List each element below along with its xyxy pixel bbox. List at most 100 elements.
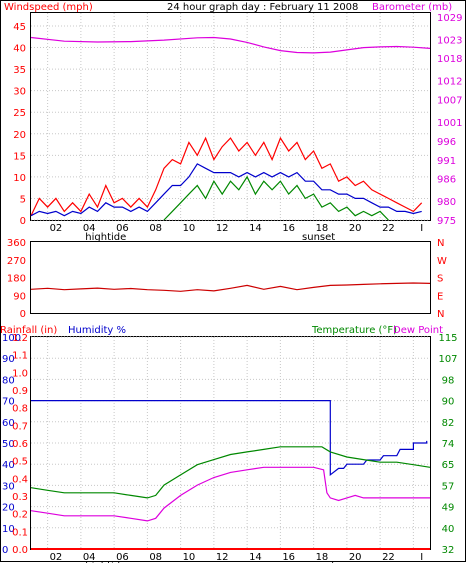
wind-panel-frame: [30, 12, 431, 221]
humidity-x-annotation: sunset: [302, 561, 335, 563]
barometer-tick-label: 996: [437, 137, 456, 148]
barometer-tick-label: 986: [437, 175, 456, 186]
temperature-axis-label: Temperature (°F): [311, 325, 397, 336]
grid-layer: [31, 13, 430, 550]
rainfall-tick-label: 0.4: [12, 474, 28, 485]
rainfall-axis-label: Rainfall (in): [0, 325, 57, 336]
temperature-tick-label: 57: [442, 481, 455, 492]
wind-tick-label: 20: [13, 130, 26, 141]
humidity-tick-label: 100: [2, 333, 21, 344]
compass-tick-label: N: [437, 238, 444, 249]
humidity-tick-label: 40: [2, 460, 15, 471]
temperature-tick-label: 40: [442, 524, 455, 535]
wind-tick-label: 25: [13, 108, 26, 119]
humidity-x-tick-label: 16: [282, 552, 295, 563]
barometer-tick-label: 975: [437, 216, 456, 227]
wind-series-line-blue: [30, 163, 422, 217]
wind-x-tick-label: I: [420, 223, 423, 234]
temperature-tick-label: 65: [442, 460, 455, 471]
rainfall-tick-label: 0.1: [12, 527, 28, 538]
compass-tick-label: S: [437, 274, 443, 285]
humidity-panel-series-blue: [31, 400, 428, 477]
wind-x-tick-label: 04: [83, 223, 96, 234]
humidity-tick-label: 0: [2, 545, 8, 556]
barometer-tick-label: 980: [437, 197, 456, 208]
humidity-tick-label: 90: [2, 354, 15, 365]
wind-tick-label: 10: [13, 173, 26, 184]
barometer-tick-label: 1012: [437, 77, 462, 88]
humidity-x-tick-label: 14: [249, 552, 262, 563]
direction-tick-label: 360: [7, 238, 26, 249]
wind-x-tick-label: 14: [249, 223, 262, 234]
wind-tick-label: 35: [13, 65, 26, 76]
humidity-panel-series-green: [30, 446, 431, 499]
humidity-x-tick-label: 06: [116, 552, 129, 563]
rainfall-tick-label: 0.5: [12, 457, 28, 468]
humidity-x-tick-label: 02: [50, 552, 63, 563]
rainfall-tick-label: 0.7: [12, 421, 28, 432]
series-layer: [30, 36, 431, 550]
barometer-axis-label: Barometer (mb): [372, 2, 452, 13]
direction-series-line: [30, 282, 431, 292]
direction-tick-label: 90: [13, 291, 26, 302]
wind-series-line-green: [163, 175, 389, 221]
barometer-tick-label: 1001: [437, 118, 462, 129]
barometer-tick-label: 1029: [437, 13, 462, 24]
wind-tick-label: 45: [13, 22, 26, 33]
direction-tick-label: 180: [7, 274, 26, 285]
barometer-tick-label: 1007: [437, 96, 462, 107]
wind-x-tick-label: 18: [316, 223, 329, 234]
humidity-x-tick-label: 08: [149, 552, 162, 563]
humidity-tick-label: 50: [2, 439, 15, 450]
rainfall-tick-label: 0.3: [12, 492, 28, 503]
barometer-tick-label: 991: [437, 156, 456, 167]
humidity-tick-label: 70: [2, 397, 15, 408]
compass-tick-label: E: [437, 291, 443, 302]
wind-x-annotation: hightide: [85, 232, 126, 243]
temperature-tick-label: 98: [442, 375, 455, 386]
humidity-x-tick-label: 10: [183, 552, 196, 563]
tick-label-layer: 0510152025303540459759809869919961001100…: [2, 13, 462, 563]
humidity-x-tick-label: 04: [83, 552, 96, 563]
humidity-tick-label: 60: [2, 418, 15, 429]
temperature-tick-label: 32: [442, 545, 455, 556]
humidity-tick-label: 30: [2, 481, 15, 492]
rainfall-tick-label: 0.0: [12, 545, 28, 556]
rainfall-tick-label: 0.2: [12, 510, 28, 521]
wind-x-tick-label: 10: [183, 223, 196, 234]
wind-x-tick-label: 22: [382, 223, 395, 234]
humidity-x-annotation: hightide: [85, 561, 126, 563]
humidity-x-tick-label: 22: [382, 552, 395, 563]
wind-tick-label: 5: [20, 194, 26, 205]
humidity-axis-label: Humidity %: [68, 325, 126, 336]
wind-series-line-red: [30, 136, 423, 216]
compass-tick-label: W: [437, 256, 447, 267]
rainfall-tick-label: 1.2: [12, 333, 28, 344]
wind-x-tick-label: 12: [216, 223, 229, 234]
rainfall-tick-label: 1.0: [12, 368, 28, 379]
wind-tick-label: 15: [13, 151, 26, 162]
humidity-tick-label: 20: [2, 503, 15, 514]
rainfall-tick-label: 0.8: [12, 404, 28, 415]
humidity-x-tick-label: I: [420, 552, 423, 563]
wind-x-tick-label: 08: [149, 223, 162, 234]
wind-tick-label: 0: [20, 216, 26, 227]
temperature-tick-label: 49: [442, 503, 455, 514]
temperature-tick-label: 74: [442, 439, 455, 450]
compass-tick-label: N: [437, 309, 444, 320]
wind-tick-label: 40: [13, 44, 26, 55]
wind-x-annotation: sunset: [302, 232, 335, 243]
direction-panel-frame: [30, 241, 431, 314]
rainfall-tick-label: 0.6: [12, 439, 28, 450]
wind-tick-label: 30: [13, 87, 26, 98]
temperature-tick-label: 107: [438, 354, 457, 365]
humidity-x-tick-label: 20: [349, 552, 362, 563]
humidity-tick-label: 80: [2, 375, 15, 386]
humidity-panel-series-magenta: [30, 466, 430, 522]
humidity-x-tick-label: 12: [216, 552, 229, 563]
humidity-tick-label: 10: [2, 524, 15, 535]
barometer-tick-label: 1023: [437, 35, 462, 46]
